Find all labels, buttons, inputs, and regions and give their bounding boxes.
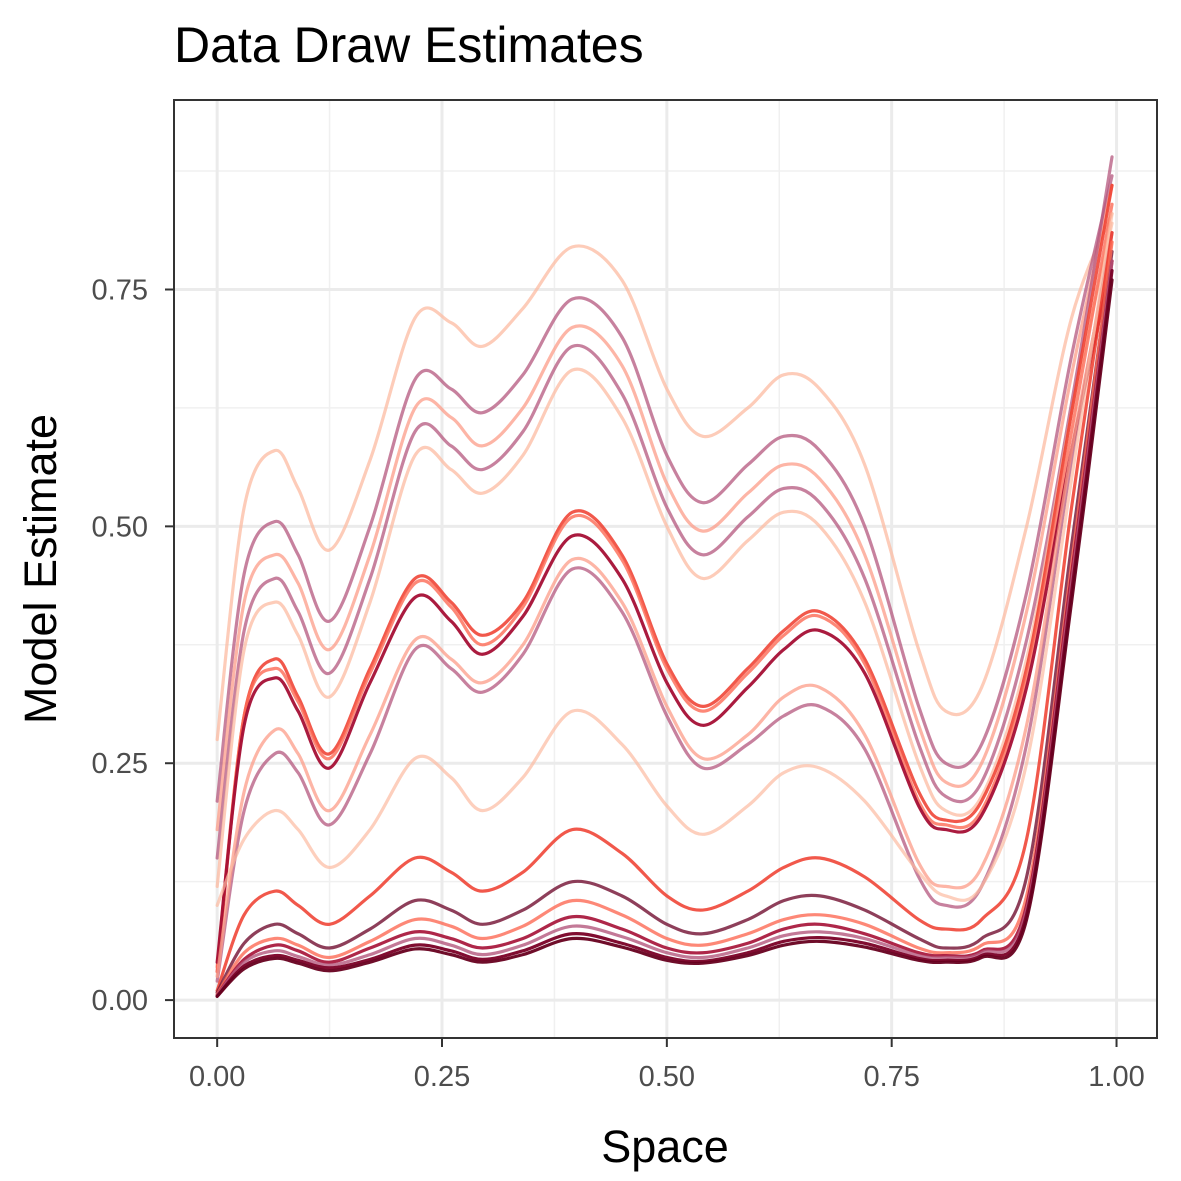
y-axis-title: Model Estimate <box>15 414 66 724</box>
x-tick-label: 0.25 <box>414 1061 470 1093</box>
series-line-6 <box>215 183 1114 974</box>
x-tick-label: 1.00 <box>1088 1061 1144 1093</box>
x-tick-label: 0.50 <box>639 1061 695 1093</box>
x-axis: 0.00 0.25 0.50 0.75 1.00 Space <box>189 1038 1145 1172</box>
series-line-2 <box>215 174 1114 803</box>
series-line-5 <box>215 221 1114 888</box>
series-line-10 <box>215 240 1114 979</box>
series-line-7 <box>215 202 1114 969</box>
series-line-14 <box>215 240 1114 997</box>
x-axis-title: Space <box>601 1121 729 1172</box>
series-line-13 <box>215 250 1114 995</box>
series-line-3 <box>215 183 1114 832</box>
x-tick-label: 0.00 <box>189 1061 245 1093</box>
plot-panel <box>173 99 1158 1039</box>
series-line-11 <box>215 212 1114 907</box>
series-line-8 <box>215 259 1114 964</box>
series-line-1 <box>215 212 1114 742</box>
chart-title: Data Draw Estimates <box>174 17 644 73</box>
y-tick-label: 0.75 <box>92 274 148 306</box>
y-axis: 0.00 0.25 0.50 0.75 Model Estimate <box>15 274 174 1017</box>
series-line-18 <box>215 278 1114 998</box>
y-tick-label: 0.50 <box>92 511 148 543</box>
y-tick-label: 0.00 <box>92 985 148 1017</box>
y-tick-label: 0.25 <box>92 748 148 780</box>
series-line-12 <box>215 231 1114 993</box>
series-line-4 <box>215 155 1114 860</box>
data-series <box>215 155 1114 998</box>
panel-border <box>173 99 1158 1039</box>
x-tick-label: 0.75 <box>863 1061 919 1093</box>
series-line-9 <box>215 231 1114 983</box>
